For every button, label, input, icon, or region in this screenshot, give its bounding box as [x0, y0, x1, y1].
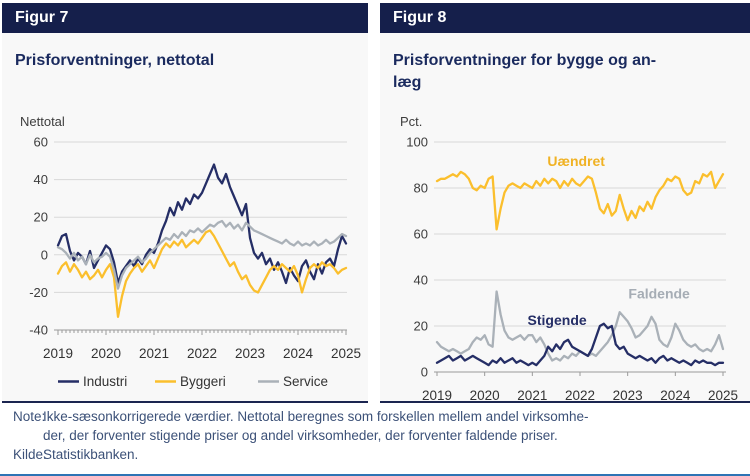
y-tick-label: 0	[421, 365, 428, 380]
figur7-chart: Nettotal 60 40 20 0 -20 -40 2019 2020 2021 2022 202…	[20, 114, 361, 389]
kilde-row: Kilde: Statistikbanken.	[0, 445, 750, 464]
x-tick-label: 2022	[187, 346, 217, 361]
y-axis-unit-label: Nettotal	[20, 114, 65, 129]
x-tick-label: 2021	[517, 388, 547, 402]
y-tick-label: 0	[41, 247, 48, 262]
y-tick-label: 20	[414, 319, 428, 334]
x-tick-label: 2024	[283, 346, 314, 361]
figur7-panel: Figur 7 Prisforventninger, nettotal Nett…	[2, 0, 368, 403]
y-tick-label: -20	[29, 285, 48, 300]
legend-label-service: Service	[283, 374, 328, 389]
legend-label-industri: Industri	[83, 374, 127, 389]
x-tick-label: 2020	[470, 388, 500, 402]
series-line-service	[56, 219, 348, 290]
x-tick-label: 2019	[422, 388, 452, 402]
annotation-uændret: Uændret	[547, 153, 605, 169]
note-label: Note:	[13, 409, 46, 424]
x-tick-label: 2024	[660, 388, 691, 402]
series-line-uændret	[435, 170, 725, 231]
annotation-stigende: Stigende	[528, 312, 587, 328]
figur8-chart: Pct. 100 80 60 40 20 0 2019 2020 2021 2022 2023 2024…	[400, 114, 738, 402]
x-tick-label: 2020	[91, 346, 121, 361]
note-area: Note: Ikke-sæsonkorrigerede værdier. Net…	[0, 407, 750, 464]
figur8-header: Figur 8	[380, 3, 750, 33]
legend-label-byggeri: Byggeri	[180, 374, 226, 389]
series-line-industri	[56, 163, 348, 285]
note-row: Note: Ikke-sæsonkorrigerede værdier. Net…	[0, 407, 750, 445]
figur7-title: Prisforventninger, nettotal	[15, 52, 215, 69]
figur8-title-line1: Prisforventninger for bygge og an-	[393, 52, 657, 69]
x-tick-label: 2025	[331, 346, 361, 361]
x-tick-label: 2023	[613, 388, 643, 402]
x-tick-label: 2021	[139, 346, 169, 361]
bottom-rule	[0, 474, 750, 476]
y-tick-label: 20	[34, 210, 48, 225]
x-tick-label: 2019	[43, 346, 73, 361]
x-tick-label: 2023	[235, 346, 265, 361]
annotation-faldende: Faldende	[628, 285, 690, 301]
y-tick-label: 60	[34, 135, 48, 150]
note-text-line2: der, der forventer stigende priser og an…	[43, 428, 558, 443]
note-text: Ikke-sæsonkorrigerede værdier. Nettotal …	[43, 407, 750, 445]
y-tick-label: 60	[414, 227, 428, 242]
x-tick-label: 2025	[708, 388, 738, 402]
x-tick-label: 2022	[565, 388, 595, 402]
y-tick-label: 40	[414, 273, 428, 288]
y-tick-label: 100	[406, 135, 428, 150]
figur8-body: Prisforventninger for bygge og an- læg P…	[380, 33, 750, 402]
note-text-line1: Ikke-sæsonkorrigerede værdier. Nettotal …	[43, 409, 589, 424]
kilde-label: Kilde:	[13, 447, 47, 462]
figur8-title-line2: læg	[393, 74, 422, 91]
figur8-panel: Figur 8 Prisforventninger for bygge og a…	[380, 0, 750, 403]
figur7-header: Figur 7	[2, 3, 368, 33]
y-tick-label: -40	[29, 323, 48, 338]
y-axis-unit-label: Pct.	[400, 114, 422, 129]
series-line-stigende	[435, 322, 725, 367]
figur7-body: Prisforventninger, nettotal Nettotal 60 40…	[2, 33, 368, 401]
series-line-byggeri	[56, 229, 348, 318]
kilde-text: Statistikbanken.	[43, 447, 139, 462]
y-tick-label: 80	[414, 181, 428, 196]
figur8-title: Prisforventninger for bygge og an- læg	[393, 50, 740, 94]
y-tick-label: 40	[34, 172, 48, 187]
